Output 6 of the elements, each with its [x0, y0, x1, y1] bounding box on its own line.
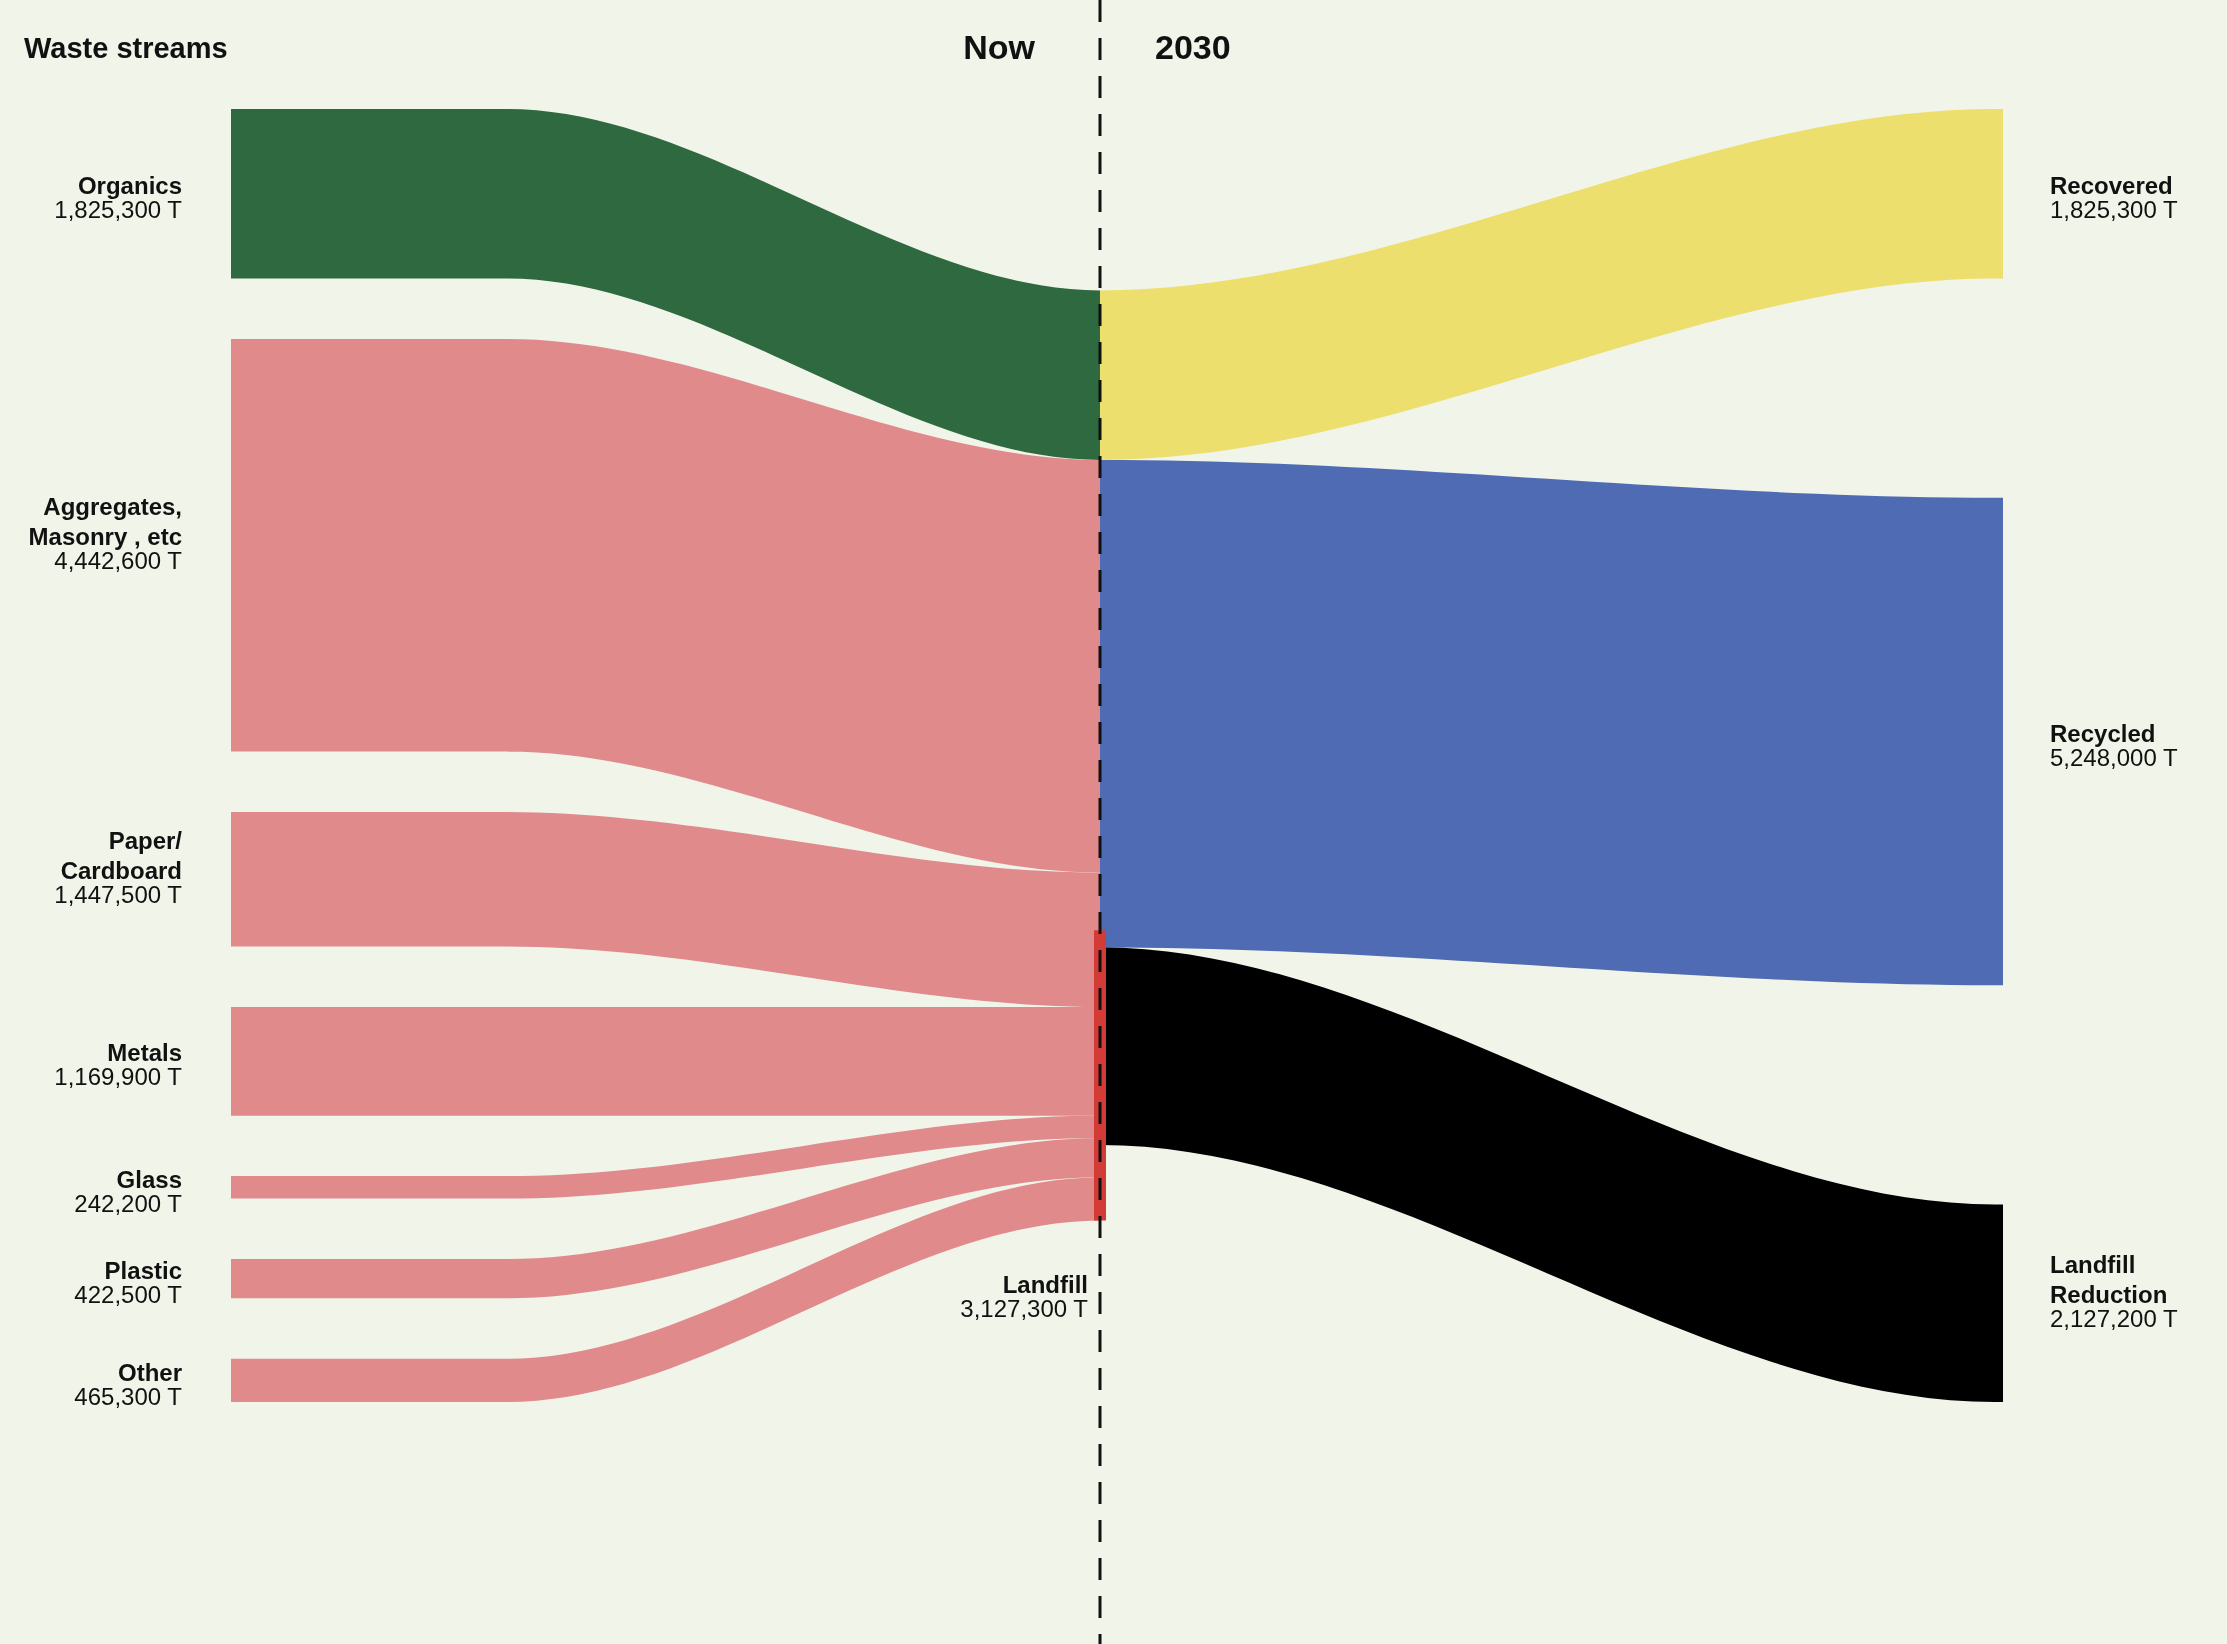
category-label: Aggregates, Masonry , etc	[28, 493, 182, 551]
text: Now	[963, 28, 1036, 67]
text: Waste streams	[24, 32, 228, 65]
category-label: Recycled	[2050, 719, 2156, 747]
text: 2030	[1155, 28, 1231, 67]
category-label: Organics	[77, 171, 182, 199]
